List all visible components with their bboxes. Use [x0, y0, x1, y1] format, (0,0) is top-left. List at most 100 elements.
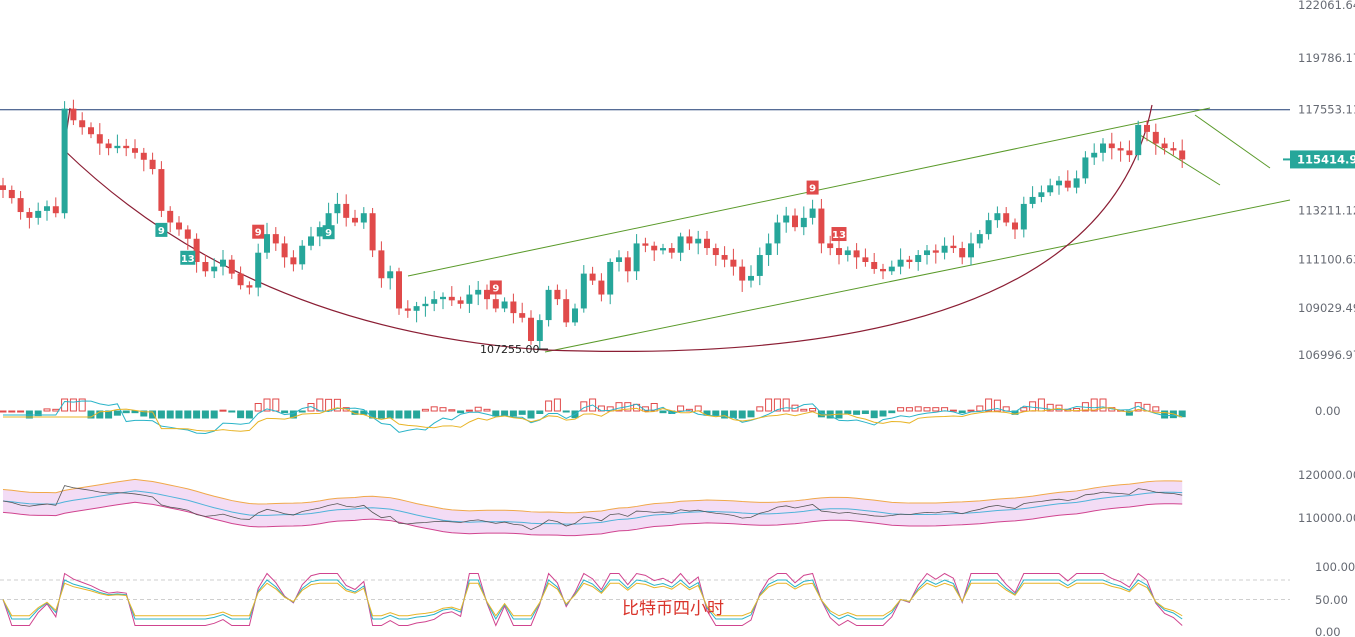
macd-histogram-bar [861, 410, 869, 414]
macd-histogram-bar [404, 410, 412, 419]
macd-histogram-bar [923, 407, 931, 412]
candle-body [193, 238, 200, 262]
candle-body [184, 229, 191, 239]
macd-histogram-bar [897, 407, 905, 412]
macd-histogram-bar [809, 408, 817, 412]
td-sequential-label: 13 [181, 254, 195, 265]
candle [624, 251, 631, 283]
candle-body [827, 243, 834, 249]
candle-body [8, 189, 15, 199]
candle-body [536, 320, 543, 341]
candle-body [1012, 222, 1018, 230]
price-tick-label: 109029.49 [1298, 301, 1355, 315]
candle-body [800, 217, 807, 228]
candle-body [123, 145, 130, 149]
macd-histogram-bar [1125, 410, 1133, 416]
macd-histogram-bar [976, 405, 984, 412]
td-sequential-label: 9 [255, 228, 262, 239]
macd-histogram-bar [527, 410, 535, 419]
candle [0, 177, 6, 199]
td-sequential-marker [831, 227, 847, 242]
td-sequential-label: 9 [809, 184, 816, 195]
candle [167, 206, 174, 233]
macd-histogram-bar [958, 410, 966, 414]
macd-histogram-bar [932, 407, 940, 412]
macd-histogram-bar [430, 406, 438, 412]
candle [589, 266, 596, 285]
candle [906, 255, 913, 269]
candle [668, 243, 675, 259]
macd-histogram-bar [245, 410, 253, 419]
candle [44, 200, 50, 221]
candle [202, 254, 209, 277]
macd-histogram-bar [738, 410, 746, 419]
cup-curve-right [544, 104, 1153, 353]
macd-histogram-bar [113, 410, 121, 416]
candle [950, 235, 957, 253]
candle-body [1047, 185, 1054, 193]
macd-histogram-bar [263, 398, 271, 412]
candle-body [149, 159, 156, 170]
macd-histogram-bar [888, 410, 896, 414]
macd-histogram-bar [879, 410, 887, 417]
candle [712, 243, 719, 266]
candle [554, 284, 561, 306]
macd-histogram-bar [677, 405, 685, 412]
candle [844, 246, 851, 262]
candle-body [1003, 213, 1010, 223]
candle [800, 206, 807, 236]
candle [1020, 196, 1027, 238]
candle [387, 265, 394, 290]
candle [61, 101, 68, 219]
macd-histogram-bar [914, 406, 922, 412]
macd-histogram-bar [536, 410, 544, 414]
candle-body [589, 273, 596, 281]
macd-histogram-bar [228, 410, 236, 413]
candle-body [492, 299, 499, 309]
candle [492, 294, 499, 313]
candle-body [1126, 150, 1133, 156]
candle [140, 147, 147, 172]
candle-body [686, 236, 693, 244]
candle [237, 266, 244, 290]
candle-body [1144, 124, 1150, 132]
macd-histogram-bar [175, 410, 183, 419]
candle-body [554, 289, 561, 300]
candle [96, 123, 103, 155]
candle [748, 265, 754, 288]
candle-body [140, 152, 147, 160]
macd-histogram-bar [219, 409, 227, 412]
price-tick-label: 122061.64 [1298, 0, 1355, 12]
candle-body [880, 268, 886, 272]
macd-histogram-bar [377, 410, 385, 419]
candle-body [941, 245, 948, 253]
candle [660, 243, 666, 255]
kdj-axis-label: 50.00 [1315, 593, 1348, 607]
candle-body [853, 250, 860, 258]
candle [290, 250, 297, 272]
candle-body [246, 285, 253, 288]
candle-body [26, 212, 33, 218]
candle-body [440, 296, 446, 300]
candle-body [712, 248, 719, 256]
candle [17, 191, 24, 220]
macd-histogram-bar [844, 410, 852, 414]
candle-body [924, 250, 930, 256]
macd-histogram-bar [96, 410, 104, 419]
candle [466, 285, 473, 313]
candle [457, 296, 464, 309]
macd-histogram-bar [439, 407, 447, 412]
candle [888, 260, 895, 275]
td-sequential-label: 9 [325, 228, 332, 239]
candle [1064, 170, 1071, 192]
candle [862, 248, 869, 267]
macd-histogram-bar [237, 410, 245, 419]
candle [1117, 141, 1124, 162]
candle-body [1161, 143, 1168, 149]
candle-body [1056, 180, 1062, 186]
candle [352, 209, 358, 227]
macd-histogram-bar [316, 398, 324, 412]
candle [79, 112, 86, 135]
macd-histogram-bar [782, 398, 790, 412]
candle-body [572, 308, 578, 323]
